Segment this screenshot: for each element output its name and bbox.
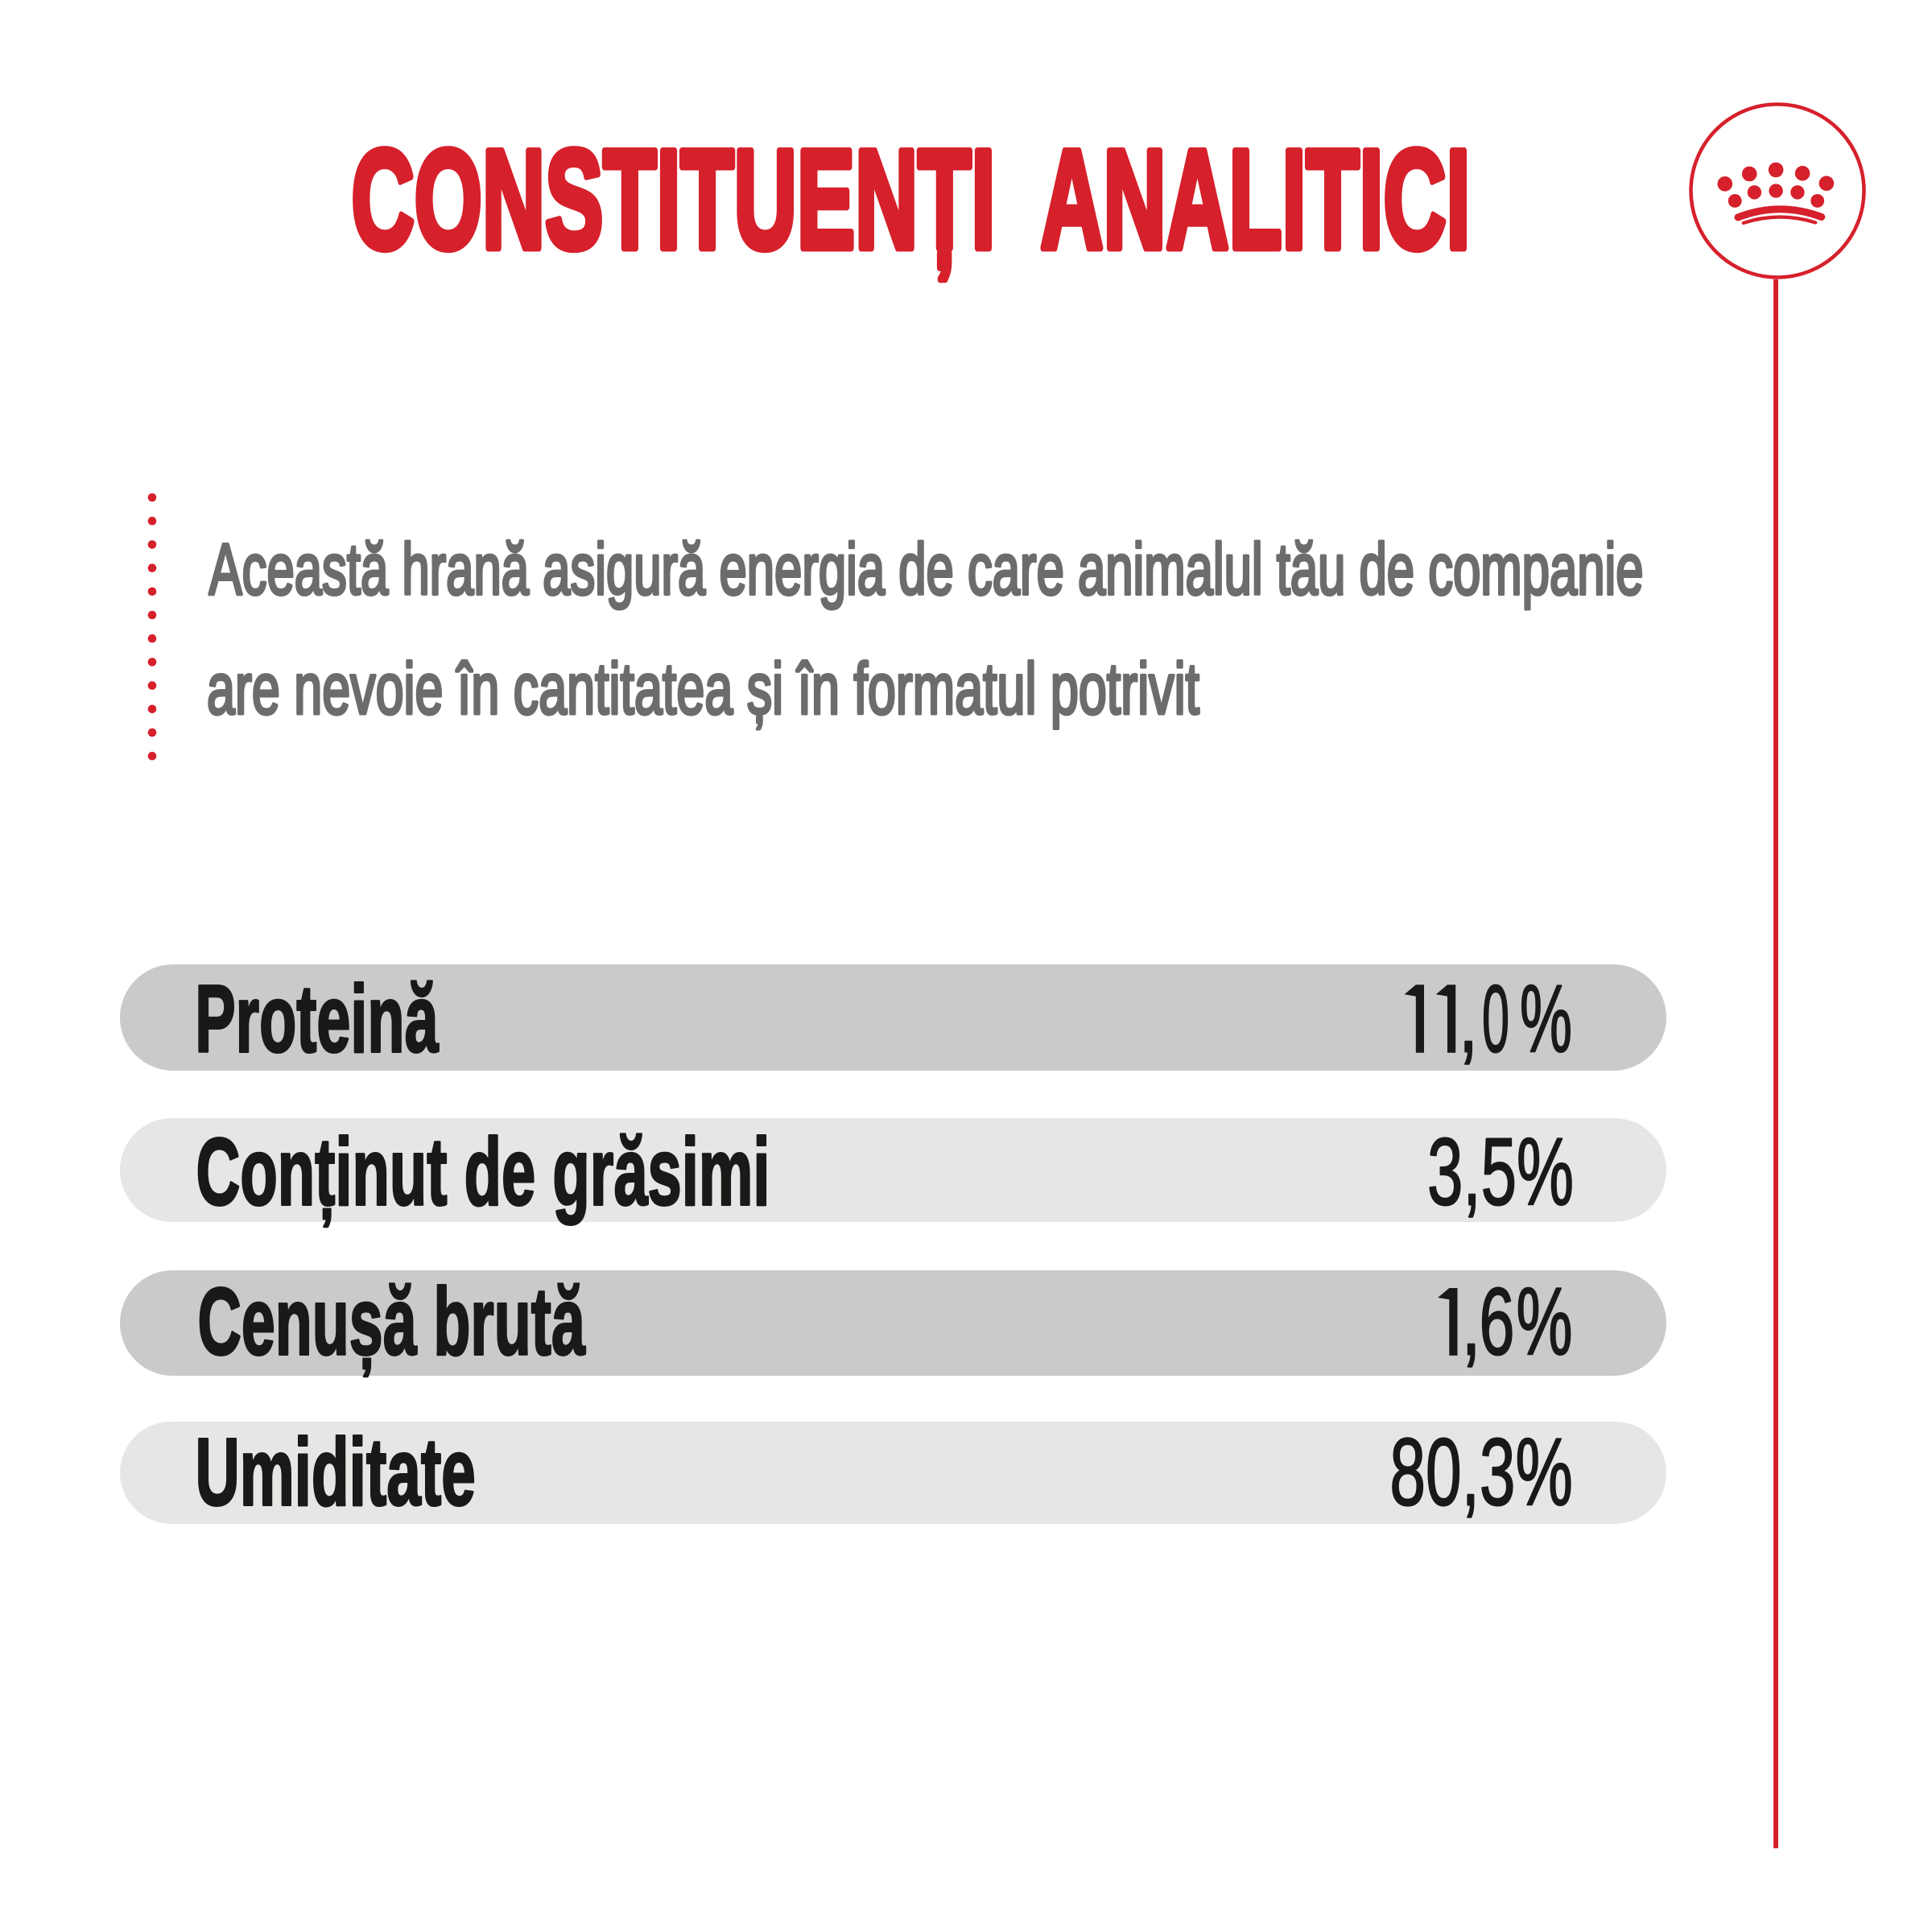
svg-text:CONSTITUENȚI: CONSTITUENȚI: [352, 122, 996, 279]
svg-text:,: ,: [1459, 965, 1478, 1072]
svg-text:Conținut de grăsimi: Conținut de grăsimi: [196, 1118, 770, 1227]
svg-text:6: 6: [1480, 1268, 1515, 1375]
svg-text:Această hrană asigură energia: Această hrană asigură energia de care an…: [209, 530, 1644, 610]
svg-text:0: 0: [1482, 965, 1509, 1072]
svg-text:Proteină: Proteină: [195, 965, 439, 1072]
svg-text:Umiditate: Umiditate: [196, 1418, 476, 1525]
svg-text:3,5%: 3,5%: [1427, 1118, 1574, 1225]
svg-text:ANALITICI: ANALITICI: [1041, 122, 1471, 279]
svg-text:Cenușă brută: Cenușă brută: [198, 1268, 586, 1377]
svg-text:%: %: [1520, 965, 1572, 1072]
svg-text:,: ,: [1462, 1268, 1481, 1375]
svg-text:are nevoie în cantitatea și în: are nevoie în cantitatea și în formatul …: [207, 650, 1199, 730]
svg-text:%: %: [1517, 1268, 1573, 1375]
svg-text:80,3%: 80,3%: [1389, 1418, 1572, 1525]
